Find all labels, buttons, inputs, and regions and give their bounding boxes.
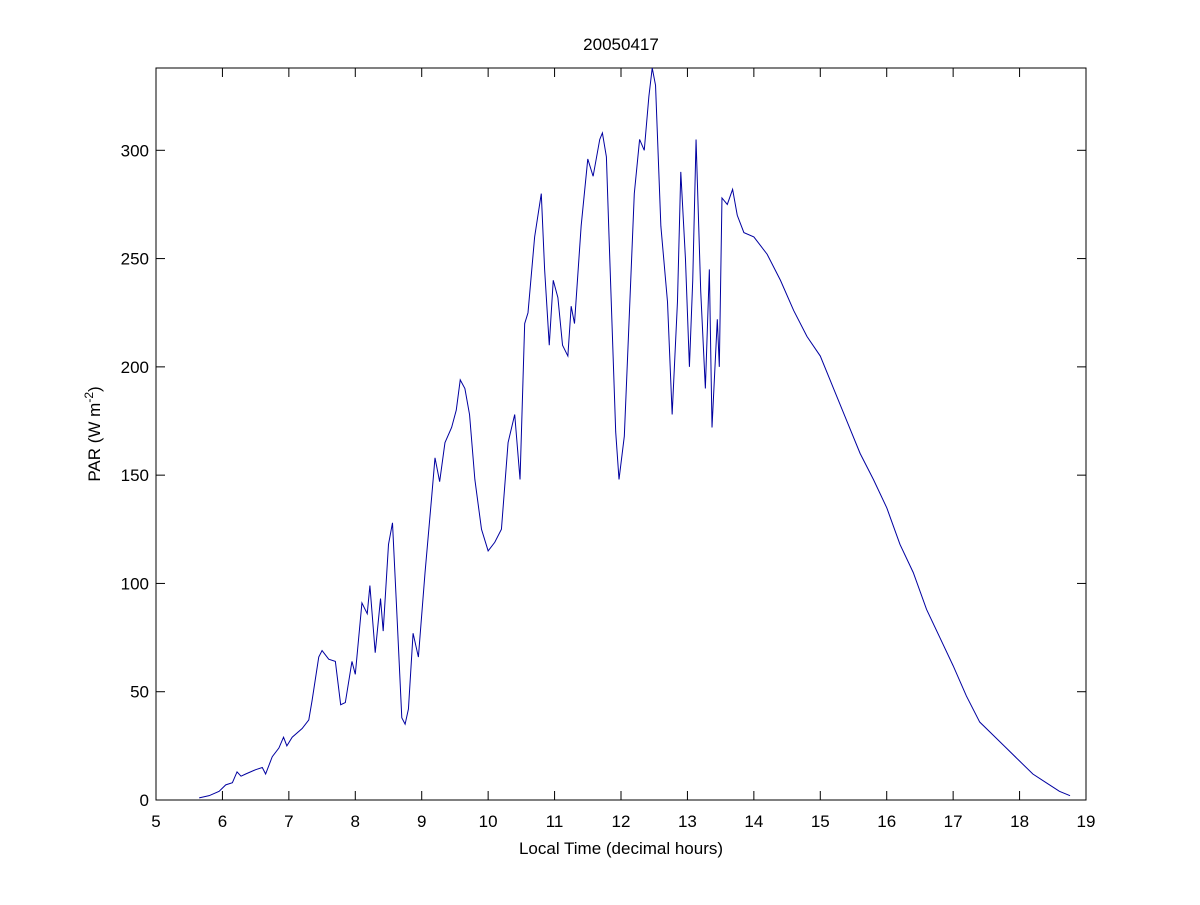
y-label-text: ) xyxy=(85,386,104,392)
x-tick-label: 15 xyxy=(811,812,830,831)
x-tick-label: 10 xyxy=(479,812,498,831)
data-line xyxy=(199,67,1071,799)
x-axis-label: Local Time (decimal hours) xyxy=(519,839,723,858)
x-tick-label: 17 xyxy=(944,812,963,831)
y-tick-label: 0 xyxy=(140,791,149,810)
x-tick-label: 16 xyxy=(877,812,896,831)
y-tick-label: 150 xyxy=(121,466,149,485)
x-tick-label: 7 xyxy=(284,812,293,831)
y-axis-label: PAR (W m-2) xyxy=(82,386,104,481)
x-tick-label: 14 xyxy=(744,812,763,831)
x-tick-label: 11 xyxy=(546,812,564,831)
x-tick-label: 18 xyxy=(1010,812,1029,831)
x-tick-label: 6 xyxy=(218,812,227,831)
y-label-text: PAR (W m xyxy=(85,403,104,482)
y-tick-label: 50 xyxy=(130,683,149,702)
x-tick-label: 5 xyxy=(151,812,160,831)
x-tick-label: 19 xyxy=(1077,812,1096,831)
y-label-superscript: -2 xyxy=(82,392,96,403)
x-tick-label: 8 xyxy=(351,812,360,831)
x-tick-label: 9 xyxy=(417,812,426,831)
plot-box xyxy=(155,67,1087,801)
y-tick-label: 250 xyxy=(121,250,149,269)
y-tick-label: 300 xyxy=(121,141,149,160)
chart-title: 20050417 xyxy=(583,35,659,54)
y-tick-label: 200 xyxy=(121,358,149,377)
y-tick-label: 100 xyxy=(121,574,149,593)
x-tick-label: 12 xyxy=(612,812,631,831)
x-tick-label: 13 xyxy=(678,812,697,831)
